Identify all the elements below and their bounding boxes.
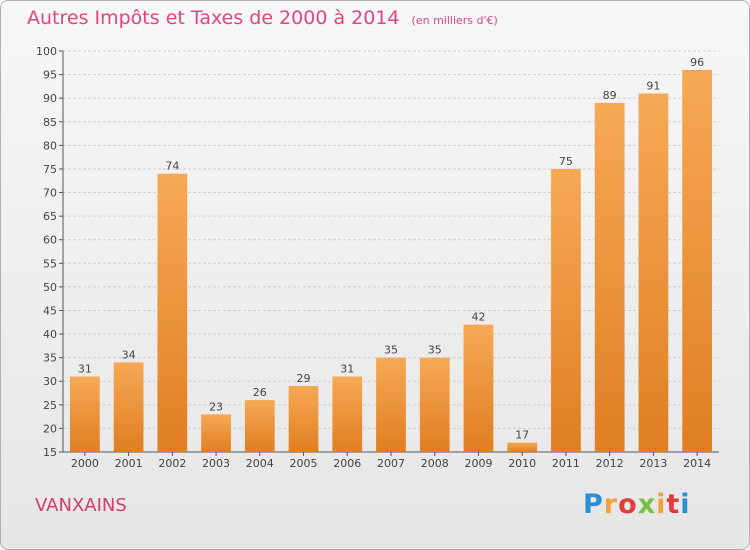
bar: [638, 93, 669, 452]
bar-value-label: 75: [559, 155, 573, 168]
logo-letter: r: [603, 489, 619, 520]
bar: [507, 442, 538, 452]
proxiti-logo: Proxiti: [583, 489, 691, 520]
bar-value-label: 96: [690, 56, 704, 69]
bar: [332, 376, 363, 452]
bar: [113, 362, 144, 452]
bar-value-label: 34: [122, 348, 136, 361]
bar: [201, 414, 231, 452]
x-tick-label: 2008: [421, 457, 449, 470]
bar: [288, 385, 319, 452]
logo-letter: o: [618, 489, 638, 520]
y-tick-label: 30: [43, 375, 57, 388]
y-tick-label: 80: [43, 139, 57, 152]
bar-value-label: 74: [165, 160, 179, 173]
bar: [69, 376, 100, 452]
town-name: VANXAINS: [35, 495, 127, 516]
logo-letter: i: [680, 489, 691, 520]
bar-value-label: 89: [603, 89, 617, 102]
chart-title-main: Autres Impôts et Taxes de 2000 à 2014: [27, 7, 400, 29]
x-tick-label: 2004: [246, 457, 274, 470]
x-tick-label: 2002: [158, 457, 186, 470]
bar: [682, 69, 713, 452]
bar-value-label: 29: [297, 372, 311, 385]
x-tick-label: 2012: [596, 457, 624, 470]
bar-value-label: 23: [209, 400, 223, 413]
bar: [244, 400, 275, 452]
y-tick-label: 70: [43, 187, 57, 200]
y-tick-label: 100: [36, 45, 57, 58]
x-tick-label: 2010: [508, 457, 536, 470]
bar: [594, 102, 625, 453]
y-tick-label: 15: [43, 446, 57, 459]
x-tick-label: 2013: [639, 457, 667, 470]
logo-letter: i: [656, 489, 667, 520]
bar-value-label: 35: [384, 344, 398, 357]
x-tick-label: 2000: [71, 457, 99, 470]
y-tick-label: 35: [43, 352, 57, 365]
x-tick-label: 2014: [683, 457, 711, 470]
bar: [419, 357, 450, 452]
bar-value-label: 31: [78, 363, 92, 376]
y-tick-label: 65: [43, 210, 57, 223]
logo-letter: x: [637, 489, 657, 520]
logo-letter: t: [666, 489, 681, 520]
bar: [376, 357, 406, 452]
x-tick-label: 2009: [464, 457, 492, 470]
y-tick-label: 90: [43, 92, 57, 105]
bar-value-label: 17: [515, 429, 529, 442]
chart-title: Autres Impôts et Taxes de 2000 à 2014 (e…: [27, 7, 498, 29]
bar-value-label: 31: [340, 363, 354, 376]
bar: [157, 173, 188, 453]
x-tick-label: 2003: [202, 457, 230, 470]
bar-value-label: 42: [471, 311, 485, 324]
bar-value-label: 26: [253, 386, 267, 399]
y-tick-label: 45: [43, 304, 57, 317]
y-tick-label: 50: [43, 281, 57, 294]
y-tick-label: 60: [43, 234, 57, 247]
bar-value-label: 35: [428, 344, 442, 357]
y-tick-label: 85: [43, 116, 57, 129]
logo-letter: P: [583, 489, 604, 520]
y-tick-label: 95: [43, 69, 57, 82]
bar: [463, 324, 494, 452]
x-tick-label: 2005: [290, 457, 318, 470]
y-tick-label: 75: [43, 163, 57, 176]
y-tick-label: 25: [43, 399, 57, 412]
x-tick-label: 2011: [552, 457, 580, 470]
bar: [551, 168, 581, 453]
y-tick-label: 20: [43, 422, 57, 435]
bar-value-label: 91: [646, 79, 660, 92]
x-tick-label: 2001: [115, 457, 143, 470]
x-tick-label: 2006: [333, 457, 361, 470]
y-tick-label: 55: [43, 257, 57, 270]
chart-title-unit: (en milliers d'€): [411, 14, 498, 27]
y-tick-label: 40: [43, 328, 57, 341]
x-tick-label: 2007: [377, 457, 405, 470]
